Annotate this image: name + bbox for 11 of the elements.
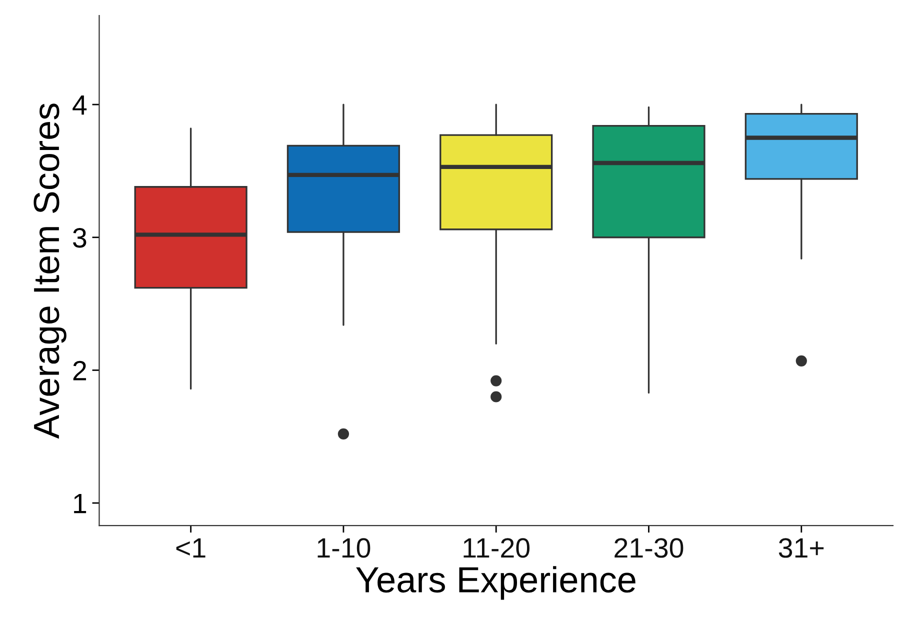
y-tick-label: 1 xyxy=(74,494,86,514)
y-axis-title: Average Item Scores xyxy=(34,104,66,439)
y-tick-label: 4 xyxy=(72,95,87,115)
y-tick-label: 2 xyxy=(73,360,86,380)
x-tick-label: 21-30 xyxy=(614,538,684,558)
y-tick-label: 3 xyxy=(73,228,86,248)
x-tick-label: 11-20 xyxy=(464,538,530,558)
x-tick-label: <1 xyxy=(176,538,206,558)
x-tick-label: 31+ xyxy=(778,538,824,558)
x-tick-label: 1-10 xyxy=(318,538,370,558)
x-axis-title: Years Experience xyxy=(356,566,636,600)
